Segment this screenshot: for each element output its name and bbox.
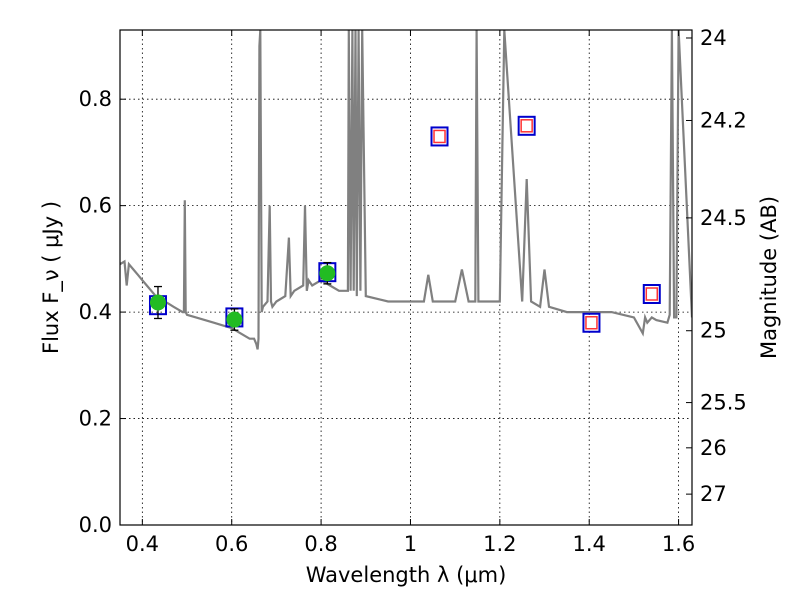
markers-layer — [148, 115, 661, 333]
model-square-marker — [430, 126, 449, 147]
right-tick-label: 27 — [700, 482, 727, 506]
x-tick-label: 1 — [404, 532, 417, 556]
x-tick-label: 1.6 — [662, 532, 695, 556]
x-tick-label: 1.4 — [573, 532, 606, 556]
y-axis-right-label: Magnitude (AB) — [757, 196, 781, 359]
plot-frame — [119, 29, 693, 526]
y-tick-label: 0.8 — [79, 87, 112, 111]
x-tick-label: 1.2 — [483, 532, 516, 556]
upper-limit-marker — [433, 129, 446, 144]
right-tick-label: 25 — [700, 319, 727, 343]
x-tick-label: 0.4 — [126, 532, 159, 556]
model-square-marker — [517, 115, 536, 136]
x-tick-label: 0.8 — [304, 532, 337, 556]
observed-point — [149, 294, 166, 311]
y-tick-label: 0.0 — [79, 513, 112, 537]
model-square-marker — [642, 284, 661, 304]
x-axis-label: Wavelength λ (μm) — [306, 563, 507, 587]
right-tick-label: 24 — [700, 26, 727, 50]
right-tick-label: 25.5 — [700, 391, 747, 415]
upper-limit-marker — [520, 119, 533, 133]
sed-model-line — [120, 30, 692, 350]
x-tick-label: 0.6 — [215, 532, 248, 556]
ticks-layer: 0.4 0.6 0.8 1 1.2 1.4 1.6 0.0 0.2 0.4 0.6 0.8 24 24.2… — [79, 26, 747, 556]
right-tick-label: 24.5 — [700, 206, 747, 230]
y-tick-label: 0.4 — [79, 300, 112, 324]
observed-point — [226, 311, 243, 328]
y-tick-label: 0.2 — [79, 407, 112, 431]
model-square-marker — [582, 312, 601, 333]
right-tick-label: 26 — [700, 436, 727, 460]
upper-limit-marker — [645, 287, 659, 301]
upper-limit-marker — [585, 315, 598, 330]
y-tick-label: 0.6 — [79, 194, 112, 218]
y-axis-label: Flux F_ν ( μJy ) — [39, 201, 64, 354]
gridlines — [120, 30, 692, 526]
sed-model-layer — [120, 30, 692, 350]
right-tick-label: 24.2 — [700, 108, 747, 132]
observed-point — [319, 265, 336, 282]
